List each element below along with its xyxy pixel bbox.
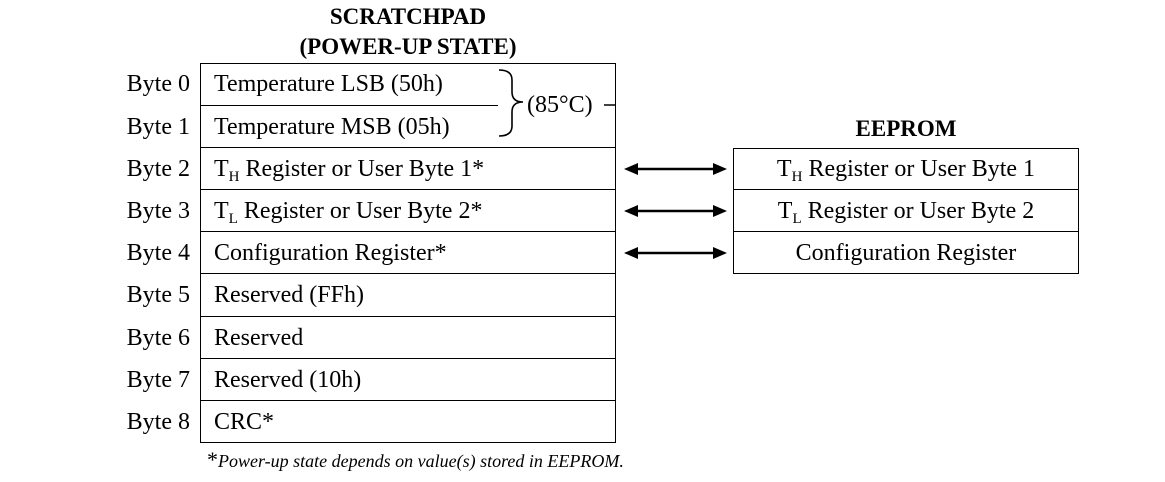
byte-label-6: Byte 6 (126, 325, 190, 351)
eeprom-row-divider (733, 231, 1079, 232)
scratchpad-row-2-text: Register or User Byte 1* (239, 156, 485, 182)
scratchpad-row-0-text: Temperature LSB (50h) (214, 71, 443, 97)
eeprom-row-0-text: Register or User Byte 1 (802, 156, 1036, 182)
eeprom-row-2-text: Configuration Register (795, 240, 1017, 266)
eeprom-row-0: TH Register or User Byte 1 (733, 148, 1079, 190)
byte-label-2: Byte 2 (126, 156, 190, 182)
scratchpad-row-3-text: Register or User Byte 2* (237, 198, 483, 224)
scratchpad-row-0: Temperature LSB (50h) (200, 63, 616, 105)
row-divider (200, 273, 616, 274)
byte-label-4: Byte 4 (126, 240, 190, 266)
scratchpad-row-5-text: Reserved (FFh) (214, 282, 364, 308)
scratchpad-row-3: TL Register or User Byte 2* (200, 190, 616, 232)
double-arrow-icon (624, 163, 727, 175)
row-divider (200, 400, 616, 401)
footnote-text: Power-up state depends on value(s) store… (218, 451, 624, 471)
eeprom-title: EEPROM (855, 116, 957, 141)
scratchpad-row-6: Reserved (200, 317, 616, 359)
scratchpad-row-7-text: Reserved (10h) (214, 367, 362, 393)
row-divider (200, 147, 616, 148)
tl-subscript: L (792, 211, 802, 227)
row-divider (200, 316, 616, 317)
double-arrow-icon (624, 205, 727, 217)
scratchpad-row-7: Reserved (10h) (200, 359, 616, 401)
tl-subscript: L (228, 211, 238, 227)
tl-symbol: T (777, 198, 793, 224)
eeprom-row-1: TL Register or User Byte 2 (733, 190, 1079, 232)
scratchpad-row-4-text: Configuration Register* (214, 240, 447, 266)
byte-label-5: Byte 5 (126, 282, 190, 308)
tl-symbol: T (214, 198, 229, 224)
scratchpad-row-2: TH Register or User Byte 1* (200, 148, 616, 190)
row-divider (200, 189, 616, 190)
byte-label-3: Byte 3 (126, 198, 190, 224)
th-symbol: T (214, 156, 229, 182)
scratchpad-row-6-text: Reserved (214, 325, 304, 351)
byte-label-8: Byte 8 (126, 409, 190, 435)
row-divider (200, 231, 616, 232)
eeprom-row-divider (733, 189, 1079, 190)
eeprom-table (733, 148, 1079, 274)
temperature-divider (200, 105, 498, 106)
eeprom-row-2: Configuration Register (733, 232, 1079, 274)
byte-label-0: Byte 0 (126, 71, 190, 97)
scratchpad-row-5: Reserved (FFh) (200, 274, 616, 316)
scratchpad-row-4: Configuration Register* (200, 232, 616, 274)
scratchpad-row-8-text: CRC* (214, 409, 275, 435)
footnote-star: * (207, 447, 218, 472)
double-arrow-icon (624, 247, 727, 259)
scratchpad-row-1-text: Temperature MSB (05h) (214, 114, 450, 140)
eeprom-row-1-text: Register or User Byte 2 (801, 198, 1035, 224)
byte-label-7: Byte 7 (126, 367, 190, 393)
scratchpad-row-1: Temperature MSB (05h) (200, 106, 616, 148)
scratchpad-table (200, 63, 616, 443)
th-subscript: H (228, 169, 240, 185)
footnote: *Power-up state depends on value(s) stor… (207, 448, 624, 473)
row-divider (200, 358, 616, 359)
scratchpad-row-8: CRC* (200, 401, 616, 443)
th-symbol: T (776, 156, 792, 182)
byte-label-1: Byte 1 (126, 114, 190, 140)
th-subscript: H (791, 169, 803, 185)
scratchpad-title: SCRATCHPAD (329, 4, 487, 29)
scratchpad-subtitle: (POWER-UP STATE) (299, 34, 517, 59)
temperature-brace-label: (85°C) (527, 92, 593, 118)
